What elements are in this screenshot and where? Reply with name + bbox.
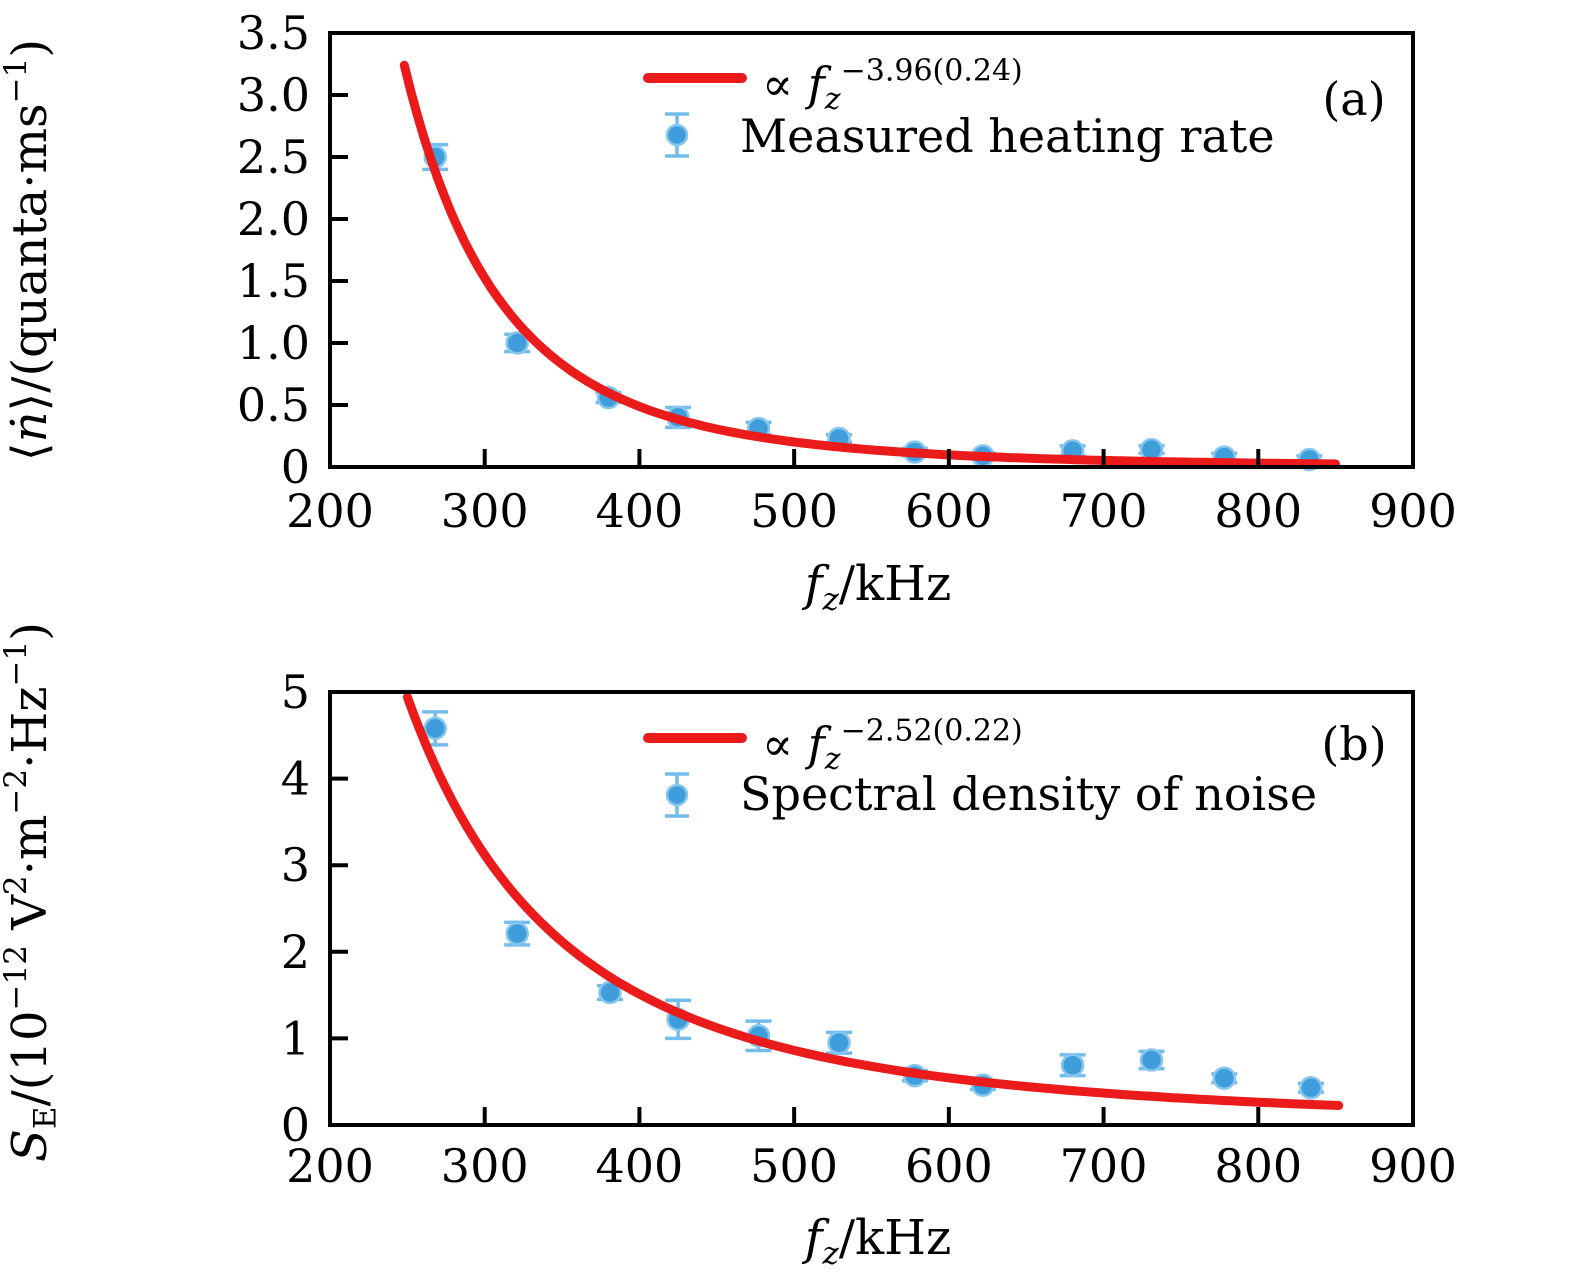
plot-frame (328, 690, 1415, 1127)
x-tick-label: 500 (750, 484, 838, 538)
y-axis-label: ⟨ṅ⟩/(quanta·ms−1) (0, 39, 58, 461)
legend-entry-spectral-density: Spectral density of noise (740, 767, 1317, 821)
x-axis-label: fz/kHz (802, 1210, 952, 1272)
panel-b-plot: 200 300 400 500 600 700 800 900 0 1 2 3 4 5 fz/kHz SE/(… (0, 622, 1457, 1272)
panel-a: 200 300 400 500 600 700 800 900 0 0.5 1.0 1.5 2.0 2.5… (0, 6, 1457, 618)
x-tick-label: 500 (750, 1139, 838, 1193)
legend-marker-sample (665, 772, 689, 818)
y-tick-label: 1 (281, 1011, 310, 1065)
x-tick-label: 200 (286, 484, 374, 538)
data-point-marker (1139, 1048, 1164, 1072)
plot-frame (328, 31, 1415, 469)
x-tick-label: 900 (1369, 484, 1457, 538)
y-tick-label: 3 (281, 838, 310, 892)
legend-marker-sample (665, 112, 689, 158)
y-axis-label: SE/(10−12 V2·m−2·Hz−1) (0, 622, 64, 1162)
legend-fit-label: ∝ fz−2.52(0.22) (762, 714, 1023, 778)
y-tick-label: 0.5 (237, 378, 310, 432)
y-tick-label: 0 (281, 1098, 310, 1152)
y-tick-label: 2.0 (237, 192, 310, 246)
data-point-marker (423, 716, 447, 741)
data-point-marker (505, 331, 529, 355)
x-tick-label: 300 (441, 1139, 529, 1193)
panel-a-label: (a) (1322, 72, 1385, 126)
y-tick-label: 0 (281, 440, 310, 494)
x-tick-label: 800 (1214, 1139, 1302, 1193)
data-point-marker (827, 1030, 851, 1055)
x-tick-label: 400 (596, 1139, 684, 1193)
y-tick-label: 2 (281, 925, 310, 979)
x-tick-label: 400 (596, 484, 684, 538)
x-tick-label: 800 (1214, 484, 1302, 538)
panel-b: 200 300 400 500 600 700 800 900 0 1 2 3 4 5 fz/kHz SE/(… (0, 622, 1457, 1272)
data-point-marker (1060, 1053, 1085, 1077)
panel-a-plot: 200 300 400 500 600 700 800 900 0 0.5 1.0 1.5 2.0 2.5… (0, 6, 1457, 618)
y-tick-label: 3.0 (237, 68, 310, 122)
data-point-marker (505, 921, 529, 946)
x-tick-label: 300 (441, 484, 529, 538)
y-tick-label: 5 (281, 665, 310, 719)
x-tick-label: 700 (1060, 1139, 1148, 1193)
data-point-marker (1212, 1066, 1236, 1090)
data-point-marker (1299, 1076, 1323, 1100)
y-tick-label: 4 (281, 752, 310, 806)
legend-entry-measured-heating-rate: Measured heating rate (740, 109, 1275, 163)
y-tick-label: 3.5 (237, 6, 310, 60)
legend-fit-label: ∝ fz−3.96(0.24) (762, 54, 1023, 118)
fit-curve (399, 60, 1341, 469)
x-tick-label: 700 (1060, 484, 1148, 538)
x-tick-label: 600 (905, 484, 993, 538)
y-tick-label: 1.0 (237, 316, 310, 370)
y-tick-label: 2.5 (237, 130, 310, 184)
panel-b-label: (b) (1321, 717, 1386, 771)
x-tick-label: 600 (905, 1139, 993, 1193)
y-tick-label: 1.5 (237, 254, 310, 308)
x-axis-label: fz/kHz (802, 556, 952, 618)
x-tick-label: 200 (286, 1139, 374, 1193)
fit-curve (402, 692, 1344, 1110)
x-tick-label: 900 (1369, 1139, 1457, 1193)
